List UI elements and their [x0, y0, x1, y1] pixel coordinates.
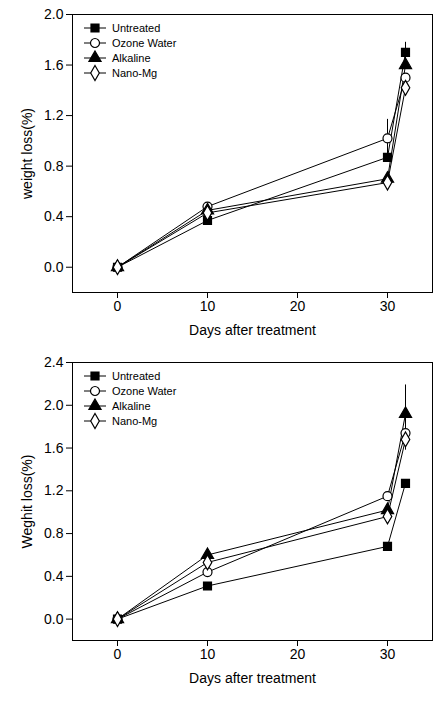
svg-text:1.6: 1.6 — [44, 57, 64, 73]
svg-text:0.8: 0.8 — [44, 525, 64, 541]
svg-text:2.4: 2.4 — [44, 354, 64, 370]
svg-text:0: 0 — [114, 646, 122, 662]
svg-text:0.4: 0.4 — [44, 568, 64, 584]
svg-text:1.6: 1.6 — [44, 440, 64, 456]
svg-text:0: 0 — [114, 298, 122, 314]
svg-text:0.0: 0.0 — [44, 611, 64, 627]
svg-text:20: 20 — [290, 646, 306, 662]
svg-text:Weghit loss(%): Weghit loss(%) — [19, 455, 35, 549]
svg-text:Days after treatment: Days after treatment — [189, 670, 316, 686]
svg-text:30: 30 — [380, 298, 396, 314]
svg-text:Days after treatment: Days after treatment — [189, 322, 316, 338]
svg-text:Ozone Water: Ozone Water — [112, 37, 177, 49]
svg-text:1.2: 1.2 — [44, 482, 64, 498]
svg-text:0.0: 0.0 — [44, 259, 64, 275]
svg-text:20: 20 — [290, 298, 306, 314]
svg-text:1.2: 1.2 — [44, 107, 64, 123]
svg-text:Untreated: Untreated — [112, 370, 160, 382]
svg-text:weight loss(%): weight loss(%) — [19, 108, 35, 200]
svg-text:30: 30 — [380, 646, 396, 662]
svg-text:Ozone Water: Ozone Water — [112, 385, 177, 397]
svg-text:0.8: 0.8 — [44, 158, 64, 174]
svg-text:10: 10 — [200, 298, 216, 314]
svg-text:Untreated: Untreated — [112, 22, 160, 34]
svg-text:Nano-Mg: Nano-Mg — [112, 415, 157, 427]
svg-text:Alkaline: Alkaline — [112, 52, 151, 64]
svg-text:10: 10 — [200, 646, 216, 662]
svg-text:2.0: 2.0 — [44, 6, 64, 22]
svg-text:Nano-Mg: Nano-Mg — [112, 67, 157, 79]
svg-text:Alkaline: Alkaline — [112, 400, 151, 412]
svg-text:0.4: 0.4 — [44, 208, 64, 224]
svg-text:2.0: 2.0 — [44, 397, 64, 413]
